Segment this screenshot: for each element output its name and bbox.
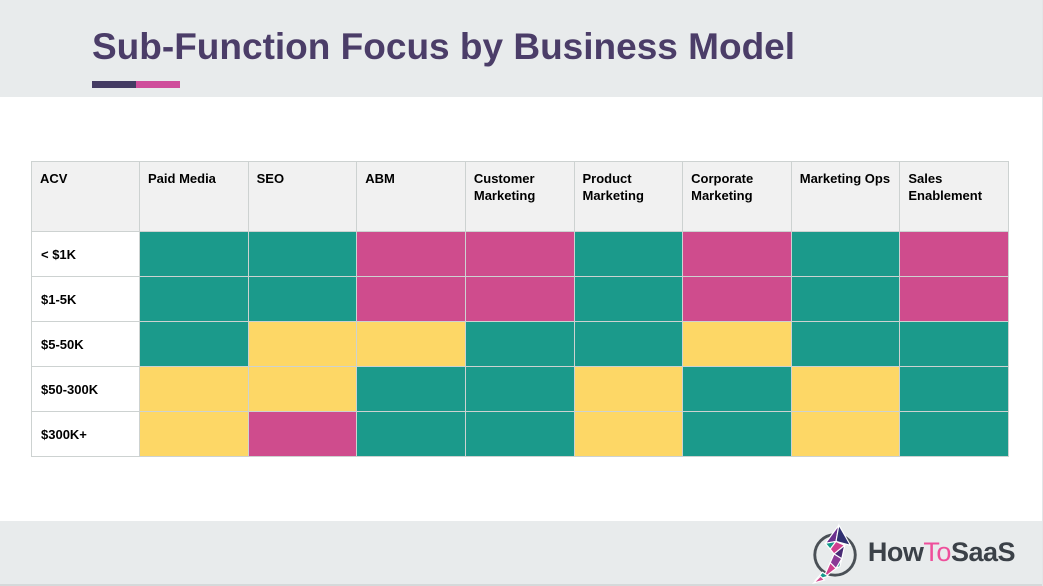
logo-text-to: To	[923, 537, 951, 567]
heatmap-cell-teal	[464, 321, 575, 367]
heatmap-cell-yellow	[573, 366, 684, 412]
table-body: < $1K $1-5K $5-50K $50-300K $300K+	[31, 231, 1009, 457]
arrow-logo-icon	[811, 522, 857, 584]
heatmap-cell-yellow	[682, 321, 792, 367]
heatmap-cell-teal	[899, 321, 1009, 367]
howtosaas-logo: HowToSaaS	[809, 522, 1016, 584]
table-header-row: ACV Paid Media SEO ABM Customer Marketing Pro…	[31, 161, 1009, 232]
heatmap-cell-teal	[139, 231, 249, 277]
table-row: $1-5K	[31, 276, 1009, 322]
row-label: $300K+	[31, 411, 140, 457]
heatmap-cell-teal	[682, 411, 792, 457]
heatmap-cell-pink	[247, 411, 358, 457]
logo-text-saas: SaaS	[950, 537, 1016, 567]
column-header: Product Marketing	[573, 161, 684, 232]
column-header: SEO	[247, 161, 358, 232]
heatmap-cell-teal	[682, 366, 792, 412]
heatmap-cell-yellow	[790, 366, 901, 412]
heatmap-cell-pink	[899, 276, 1009, 322]
row-label: < $1K	[31, 231, 140, 277]
heatmap-cell-teal	[790, 321, 901, 367]
heatmap-cell-teal	[899, 366, 1009, 412]
title-underline	[92, 81, 180, 88]
heatmap-cell-teal	[356, 366, 466, 412]
heatmap-cell-yellow	[573, 411, 684, 457]
heatmap-cell-teal	[790, 231, 901, 277]
heatmap-cell-teal	[573, 276, 684, 322]
heatmap-cell-teal	[139, 321, 249, 367]
heatmap-cell-pink	[899, 231, 1009, 277]
heatmap-cell-teal	[790, 276, 901, 322]
logo-text: HowToSaaS	[867, 537, 1016, 568]
heatmap-cell-yellow	[247, 366, 358, 412]
heatmap-cell-pink	[464, 276, 575, 322]
logo-text-how: How	[867, 537, 924, 567]
column-header: Sales Enablement	[899, 161, 1009, 232]
heatmap-cell-teal	[247, 231, 358, 277]
heatmap-cell-yellow	[139, 411, 249, 457]
heatmap-cell-teal	[139, 276, 249, 322]
row-label: $1-5K	[31, 276, 140, 322]
column-header: Marketing Ops	[790, 161, 901, 232]
heatmap-cell-teal	[899, 411, 1009, 457]
heatmap-cell-pink	[356, 231, 466, 277]
heatmap-cell-pink	[464, 231, 575, 277]
table-row: < $1K	[31, 231, 1009, 277]
row-label: $5-50K	[31, 321, 140, 367]
heatmap-table: ACV Paid Media SEO ABM Customer Marketing Pro…	[31, 161, 1009, 457]
column-header: Customer Marketing	[464, 161, 575, 232]
table-row: $5-50K	[31, 321, 1009, 367]
column-header-acv: ACV	[31, 161, 140, 232]
heatmap-table-wrap: ACV Paid Media SEO ABM Customer Marketing Pro…	[31, 161, 1009, 457]
underline-purple-segment	[92, 81, 136, 88]
page-title: Sub-Function Focus by Business Model	[92, 26, 796, 67]
column-header: ABM	[356, 161, 466, 232]
heatmap-cell-teal	[464, 366, 575, 412]
heatmap-cell-teal	[573, 231, 684, 277]
heatmap-cell-yellow	[247, 321, 358, 367]
heatmap-cell-pink	[356, 276, 466, 322]
table-row: $300K+	[31, 411, 1009, 457]
heatmap-cell-yellow	[356, 321, 466, 367]
heatmap-cell-teal	[464, 411, 575, 457]
heatmap-cell-pink	[682, 276, 792, 322]
heatmap-cell-teal	[573, 321, 684, 367]
column-header: Corporate Marketing	[682, 161, 792, 232]
column-header: Paid Media	[139, 161, 249, 232]
heatmap-cell-teal	[247, 276, 358, 322]
heatmap-cell-pink	[682, 231, 792, 277]
table-row: $50-300K	[31, 366, 1009, 412]
heatmap-cell-yellow	[790, 411, 901, 457]
row-label: $50-300K	[31, 366, 140, 412]
underline-pink-segment	[136, 81, 180, 88]
title-band: Sub-Function Focus by Business Model	[0, 0, 1042, 97]
heatmap-cell-teal	[356, 411, 466, 457]
footer-band: HowToSaaS	[0, 521, 1042, 586]
heatmap-cell-yellow	[139, 366, 249, 412]
